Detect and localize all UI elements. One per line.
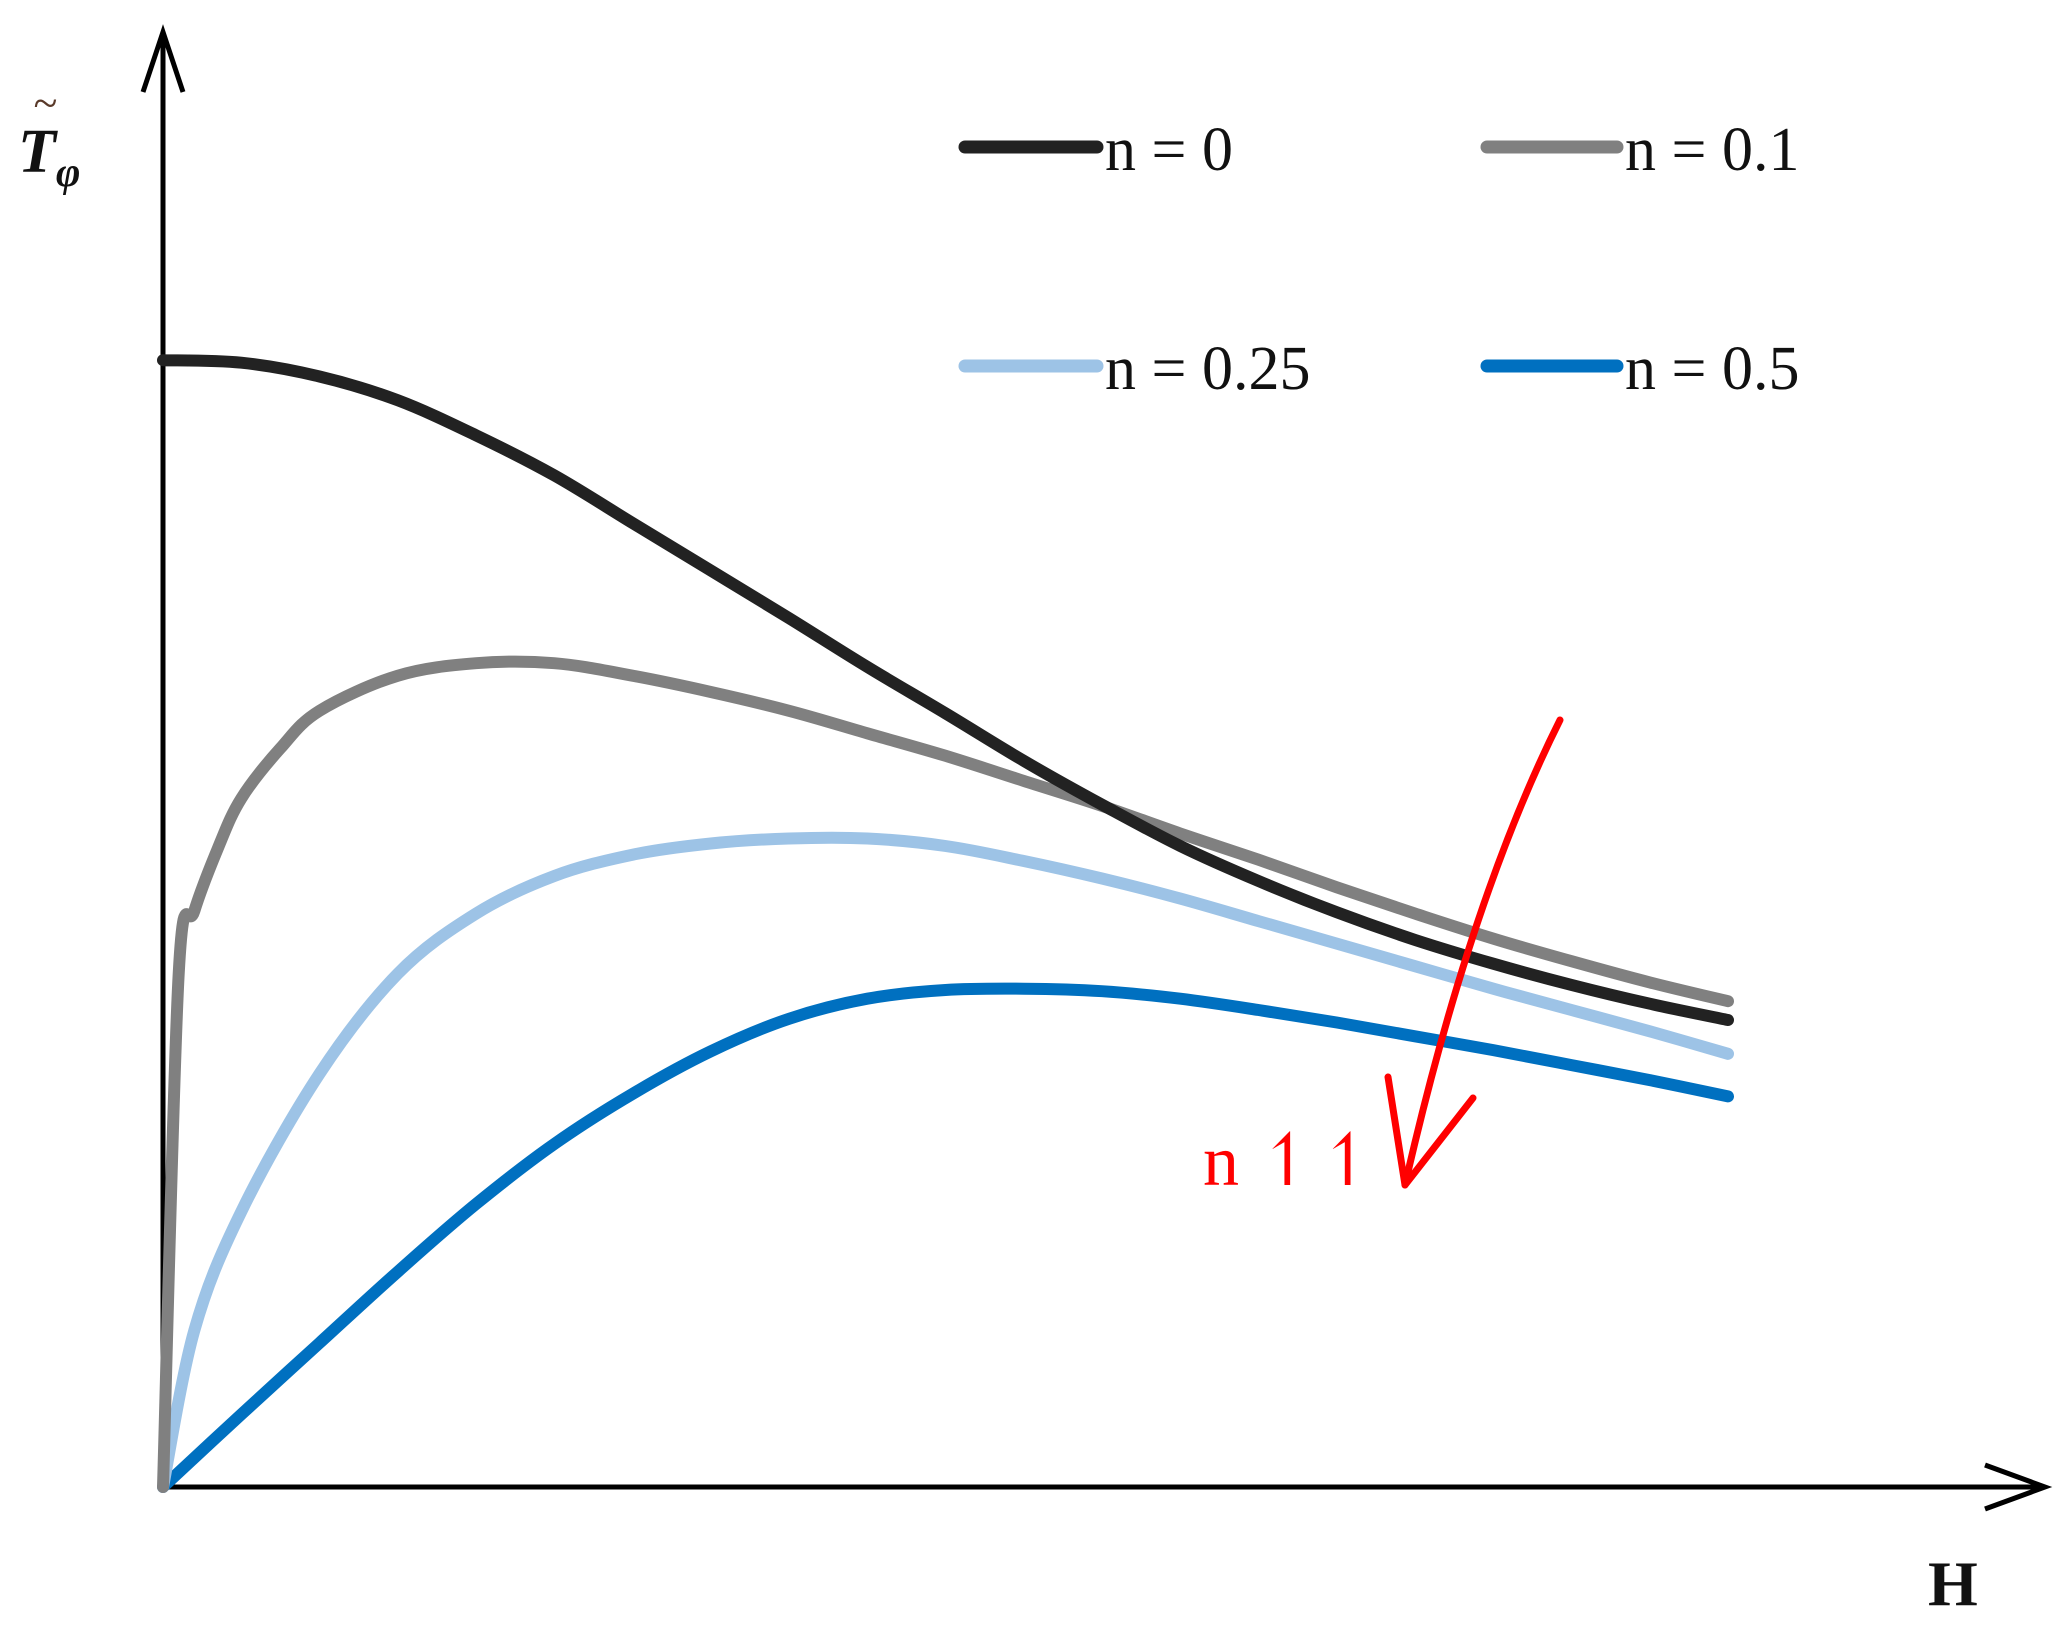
axes (140, 24, 2053, 1512)
series-line-2 (157, 831, 1734, 1493)
legend-label-0: n = 0 (1105, 116, 1233, 184)
legend-label-3: n = 0.5 (1625, 335, 1799, 403)
y-axis-label-tilde: ~ (33, 79, 57, 128)
y-axis-label: ~ Tφ (18, 79, 80, 196)
trend-arrow-head (1384, 1073, 1477, 1189)
legend-label-1: n = 0.1 (1625, 116, 1799, 184)
legend-item-1: n = 0.1 (1480, 116, 1799, 184)
x-axis-arrowhead (1984, 1462, 2053, 1512)
legend-item-2: n = 0.25 (958, 335, 1310, 403)
series-layer (157, 354, 1734, 1493)
trend-annotation-label: n ↿↿ (1203, 1121, 1378, 1201)
y-axis-arrowhead (140, 24, 186, 93)
trend-annotation: n ↿↿ (1203, 716, 1564, 1201)
legend: n = 0 n = 0.1 n = 0.25 n = 0.5 (958, 116, 1799, 403)
legend-item-0: n = 0 (958, 116, 1233, 184)
y-axis-label-symbol: T (18, 118, 58, 186)
series-line-3 (157, 982, 1734, 1493)
trend-arrow-shaft (1401, 716, 1564, 1189)
series-line-1 (157, 655, 1734, 1493)
legend-label-2: n = 0.25 (1105, 335, 1310, 403)
legend-item-3: n = 0.5 (1480, 335, 1799, 403)
series-line-0 (157, 354, 1734, 1026)
y-axis-label-sub: φ (56, 150, 81, 196)
y-axis-label-text: Tφ (18, 118, 80, 196)
x-axis-label: H (1928, 1548, 1978, 1619)
